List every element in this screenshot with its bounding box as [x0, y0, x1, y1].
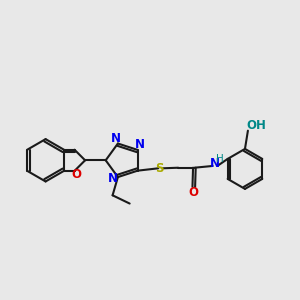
Text: N: N: [134, 138, 144, 151]
Text: O: O: [189, 186, 199, 199]
Text: OH: OH: [246, 119, 266, 132]
Text: S: S: [155, 162, 164, 176]
Text: H: H: [216, 154, 224, 164]
Text: N: N: [111, 132, 121, 145]
Text: N: N: [210, 157, 220, 170]
Text: O: O: [71, 168, 81, 181]
Text: N: N: [108, 172, 118, 185]
